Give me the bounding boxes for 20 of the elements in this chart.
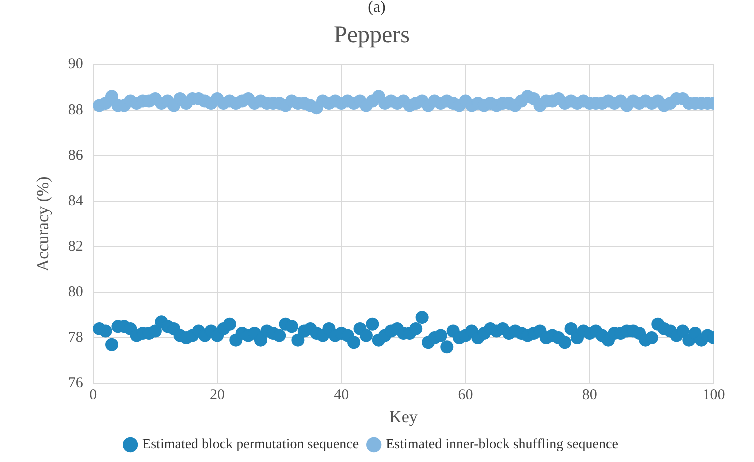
y-tick-label: 82 [68, 238, 84, 255]
legend-label: Estimated block permutation sequence [142, 438, 360, 453]
y-tick-label: 84 [68, 193, 84, 210]
x-tick-label: 20 [210, 388, 226, 404]
y-tick-label: 76 [68, 376, 84, 392]
x-axis-title: Key [390, 407, 418, 426]
y-axis-title: Accuracy (%) [34, 176, 53, 272]
legend-label: Estimated inner-block shuffling sequence [386, 438, 618, 453]
y-tick-label: 90 [68, 56, 84, 73]
y-tick-label: 80 [68, 284, 84, 300]
x-tick-label: 80 [582, 388, 598, 404]
y-tick-label: 86 [68, 148, 84, 164]
x-tick-label: 100 [702, 388, 726, 404]
chart-title: Peppers [334, 22, 410, 49]
text: (a) [367, 0, 387, 16]
x-tick-label: 60 [458, 388, 474, 404]
x-tick-label: 40 [334, 388, 350, 404]
x-tick-label: 0 [90, 388, 98, 404]
y-tick-label: 88 [68, 102, 84, 118]
y-tick-label: 78 [68, 330, 84, 346]
